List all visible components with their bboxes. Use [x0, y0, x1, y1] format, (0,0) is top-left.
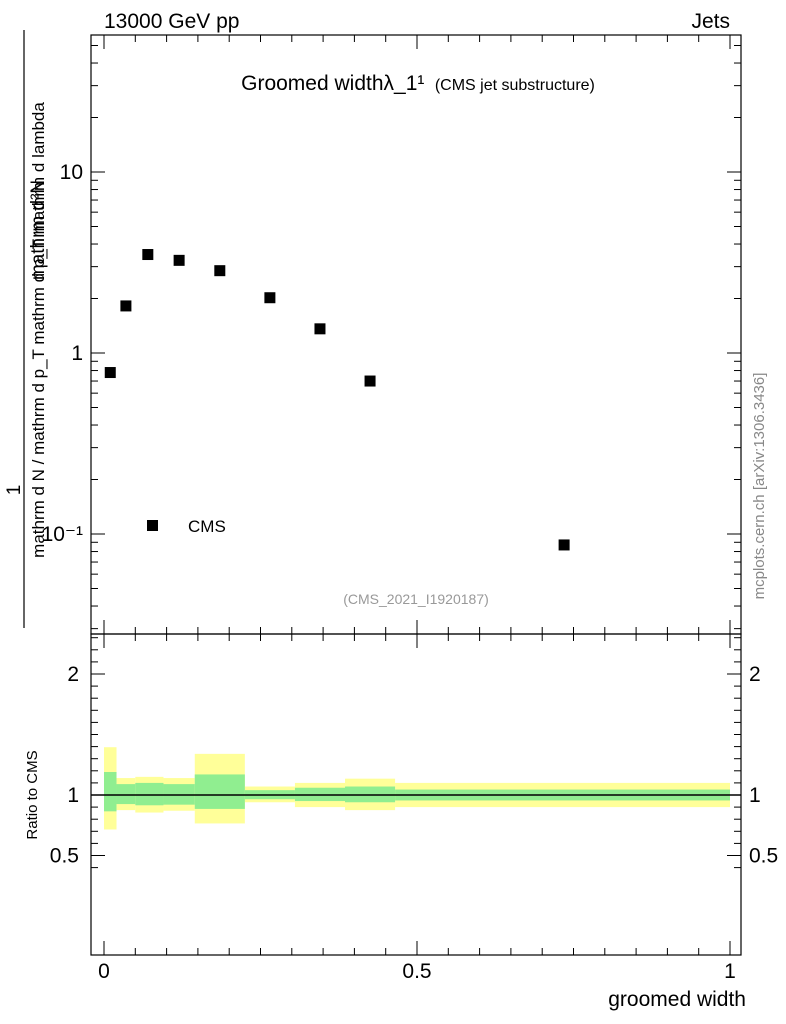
- x-axis-label: groomed width: [608, 988, 746, 1011]
- ratio-y-tick-label-right: 2: [749, 663, 761, 686]
- x-tick-label: 0.5: [402, 960, 431, 983]
- legend: CMS: [147, 517, 226, 536]
- x-tick-label: 0: [98, 960, 110, 983]
- data-point: [120, 300, 132, 312]
- plot-title-main: Groomed widthλ_1¹: [241, 72, 424, 95]
- data-point: [314, 323, 326, 335]
- data-point: [214, 265, 226, 277]
- y-tick-label: 10: [60, 161, 83, 184]
- data-point: [104, 367, 116, 379]
- y-tick-label: 10⁻¹: [42, 523, 83, 546]
- ratio-y-axis-label: Ratio to CMS: [24, 750, 41, 839]
- ratio-axis-ticks: 0.5 0.5 1 1 2 2: [50, 634, 778, 955]
- data-point: [142, 249, 154, 261]
- data-points: [104, 249, 570, 551]
- header-right: Jets: [691, 10, 730, 33]
- analysis-id: (CMS_2021_I1920187): [343, 591, 489, 607]
- plot-title: Groomed widthλ_1¹ (CMS jet substructure): [241, 72, 595, 95]
- ratio-band-green: [116, 784, 136, 805]
- data-point: [558, 539, 570, 551]
- ratio-y-tick-label-right: 0.5: [749, 845, 778, 868]
- y-axis-label: 1 mathrm d²N mathrm d N / mathrm d p_T m…: [4, 30, 49, 628]
- y-axis-label-prefix: 1: [4, 485, 25, 496]
- ratio-bands: [104, 747, 730, 830]
- y-tick-label: 1: [71, 342, 83, 365]
- data-point: [264, 292, 276, 304]
- main-axis-ticks: 10⁻¹ 1 10: [42, 35, 741, 634]
- ratio-y-tick-label-right: 1: [749, 784, 761, 807]
- main-panel-frame: [90, 34, 742, 635]
- legend-label-cms: CMS: [188, 517, 226, 536]
- ratio-band-green: [104, 772, 117, 812]
- data-point: [173, 254, 185, 266]
- ratio-band-green: [135, 782, 164, 806]
- y-axis-label-denominator: mathrm d N / mathrm d p_T mathrm d p_T m…: [29, 102, 48, 558]
- credit-text: mcplots.cern.ch [arXiv:1306.3436]: [751, 373, 768, 600]
- ratio-band-green: [194, 774, 245, 809]
- legend-marker-cms: [147, 520, 158, 531]
- ratio-y-tick-label-left: 0.5: [50, 845, 79, 868]
- x-tick-labels: 0 0.5 1: [98, 960, 736, 983]
- header-left: 13000 GeV pp: [104, 10, 239, 33]
- ratio-y-tick-label-left: 1: [67, 784, 79, 807]
- plot-title-sub: (CMS jet substructure): [435, 77, 595, 94]
- data-point: [364, 375, 376, 387]
- ratio-y-tick-label-left: 2: [67, 663, 79, 686]
- x-tick-label: 1: [724, 960, 736, 983]
- y-axis-label-numerator: mathrm d²N: [28, 180, 49, 280]
